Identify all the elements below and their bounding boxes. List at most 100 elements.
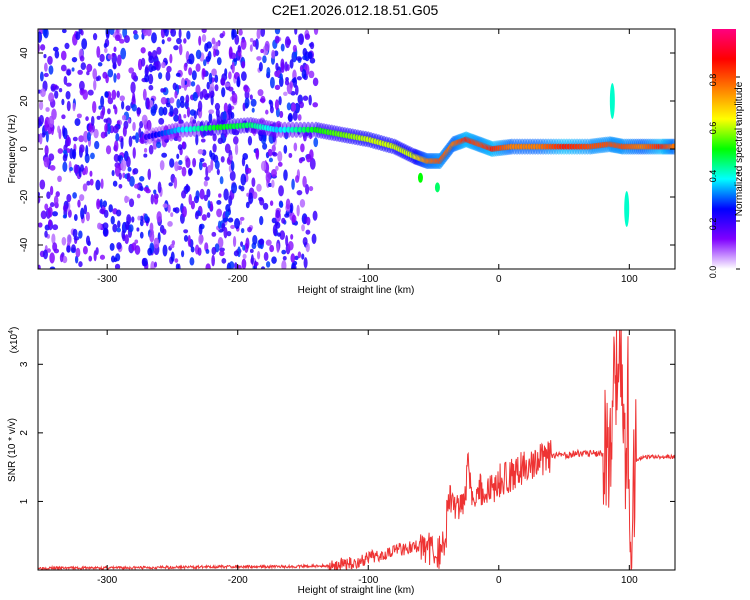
spectrogram-noise-cell bbox=[302, 175, 307, 188]
spectrogram-noise-cell bbox=[157, 181, 162, 194]
spectrogram-noise-cell bbox=[62, 204, 68, 212]
spectrogram-noise-cell bbox=[158, 106, 164, 116]
spectrogram-noise-cell bbox=[111, 169, 115, 177]
spectrogram-noise-cell bbox=[62, 214, 67, 219]
spectrogram-noise-cell bbox=[244, 97, 250, 108]
spectrogram-noise-cell bbox=[119, 38, 125, 44]
spectrogram-noise-cell bbox=[62, 154, 68, 162]
spectrogram-noise-cell bbox=[181, 141, 186, 149]
spectrogram-noise-cell bbox=[231, 29, 235, 41]
spectrogram-noise-cell bbox=[195, 49, 202, 60]
spectrogram-noise-cell bbox=[124, 234, 129, 245]
spectrogram-noise-cell bbox=[290, 253, 296, 263]
spectrogram-noise-cell bbox=[83, 130, 89, 143]
spectrogram-noise-cell bbox=[259, 197, 265, 206]
spectrogram-noise-cell bbox=[268, 182, 273, 188]
x-tick-label: 100 bbox=[621, 575, 638, 586]
spectrogram-noise-cell bbox=[128, 198, 135, 208]
spectrogram-noise-cell bbox=[217, 236, 224, 249]
spectrogram-noise-cell bbox=[117, 220, 121, 229]
spectrogram-noise-cell bbox=[49, 252, 55, 264]
spectrogram-noise-cell bbox=[237, 45, 242, 53]
spectrogram-noise-cell bbox=[279, 230, 286, 240]
spectrogram-noise-cell bbox=[216, 199, 222, 205]
x-tick-label: -100 bbox=[358, 274, 378, 285]
spectrogram-noise-cell bbox=[71, 67, 75, 72]
spectrogram-noise-cell bbox=[164, 29, 169, 37]
spectrogram-noise-cell bbox=[276, 242, 280, 253]
spectrogram-noise-cell bbox=[162, 228, 167, 235]
spectrogram-noise-cell bbox=[145, 188, 151, 194]
spectrogram-noise-cell bbox=[303, 257, 308, 269]
y-tick-label: 1 bbox=[19, 498, 30, 504]
spectrogram-noise-cell bbox=[107, 97, 114, 105]
spectrogram-noise-cell bbox=[44, 230, 48, 238]
spectrogram-noise-cell bbox=[263, 251, 269, 261]
spectrogram-noise-cell bbox=[283, 144, 288, 154]
spectrogram-noise-cell bbox=[277, 150, 283, 163]
spectrogram-noise-cell bbox=[242, 152, 249, 161]
spectrogram-noise-cell bbox=[113, 73, 117, 83]
spectrogram-noise-cell bbox=[109, 242, 115, 251]
spectrogram-noise-cell bbox=[198, 160, 203, 171]
spectrogram-noise-cell bbox=[216, 57, 222, 66]
spectrogram-noise-cell bbox=[265, 261, 271, 268]
figure-title: C2E1.2026.012.18.51.G05 bbox=[271, 2, 439, 18]
spectrogram-noise-cell bbox=[126, 172, 131, 182]
spectrogram-noise-cell bbox=[40, 44, 46, 51]
spectrogram-noise-cell bbox=[57, 148, 64, 154]
spectrogram-noise-cell bbox=[65, 90, 71, 100]
spectrogram-noise-cell bbox=[167, 204, 171, 213]
spectrogram-noise-cell bbox=[162, 87, 167, 93]
spectrogram-noise-cell bbox=[197, 100, 203, 112]
spectrogram-noise-cell bbox=[302, 55, 308, 61]
spectrogram-noise-cell bbox=[241, 258, 247, 269]
spectrogram-noise-cell bbox=[142, 88, 147, 101]
spectrogram-noise-cell bbox=[178, 29, 182, 39]
spectrogram-noise-cell bbox=[201, 88, 208, 99]
spectrogram-noise-cell bbox=[62, 149, 68, 155]
spectrogram-noise-cell bbox=[139, 121, 144, 129]
spectrogram-noise-cell bbox=[225, 203, 231, 213]
spectrogram-noise-cell bbox=[111, 89, 117, 100]
spectrogram-noise-cell bbox=[265, 239, 272, 246]
spectrogram-noise-cell bbox=[173, 176, 178, 189]
spectrogram-noise-cell bbox=[255, 149, 259, 158]
spectrogram-noise-cell bbox=[204, 42, 209, 52]
spectrogram-noise-cell bbox=[46, 191, 51, 200]
spectrogram-noise-cell bbox=[188, 168, 193, 176]
spectrogram-noise-cell bbox=[206, 81, 210, 90]
spectrogram-noise-cell bbox=[275, 209, 281, 219]
spectrogram-noise-cell bbox=[249, 44, 253, 52]
spectrogram-noise-cell bbox=[283, 91, 288, 96]
spectrogram-noise-cell bbox=[231, 92, 238, 104]
spectrogram-noise-cell bbox=[239, 216, 245, 221]
spectrogram-noise-cell bbox=[295, 175, 300, 183]
spectrogram-noise-cell bbox=[104, 47, 108, 54]
y-tick-label: 2 bbox=[19, 430, 30, 436]
spectrogram-noise-cell bbox=[190, 246, 195, 253]
spectrogram-noise-cell bbox=[293, 142, 298, 152]
spectrogram-noise-cell bbox=[211, 254, 215, 267]
spectrogram-noise-cell bbox=[49, 266, 56, 269]
spectrogram-noise-cell bbox=[302, 236, 308, 246]
spectrogram-noise-cell bbox=[143, 153, 148, 158]
spectrogram-noise-cell bbox=[292, 111, 298, 121]
spectrogram-noise-cell bbox=[39, 133, 43, 145]
spectrogram-noise-cell bbox=[190, 81, 196, 87]
spectrogram-noise-cell bbox=[238, 29, 243, 36]
spectrogram-noise-cell bbox=[240, 38, 247, 50]
snr-panel: -300 -200 -100 0 100 1 2 3 Height of straight … bbox=[7, 327, 676, 596]
spectrogram-noise-cell bbox=[125, 220, 130, 230]
spectrogram-noise-cell bbox=[69, 166, 74, 172]
spectrogram-noise-cell bbox=[43, 29, 49, 39]
spectrogram-noise-cell bbox=[38, 100, 44, 111]
spectrogram-noise-cell bbox=[116, 242, 122, 250]
spectrogram-noise-cell bbox=[113, 257, 118, 263]
spectrogram-noise-cell bbox=[207, 200, 211, 209]
colorbar-tick-label: 0.8 bbox=[708, 74, 718, 87]
spectrogram-noise-cell bbox=[258, 238, 265, 245]
spectrogram-noise-cell bbox=[63, 75, 68, 85]
spectrogram-noise-cell bbox=[131, 71, 137, 80]
spectrogram-noise-cell bbox=[54, 85, 59, 90]
